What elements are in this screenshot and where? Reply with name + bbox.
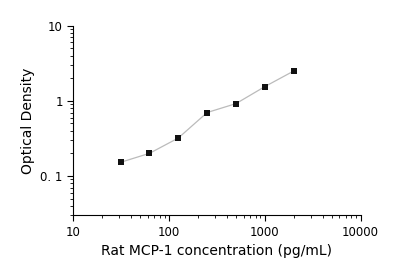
Y-axis label: Optical Density: Optical Density xyxy=(21,67,35,174)
X-axis label: Rat MCP-1 concentration (pg/mL): Rat MCP-1 concentration (pg/mL) xyxy=(102,244,332,258)
